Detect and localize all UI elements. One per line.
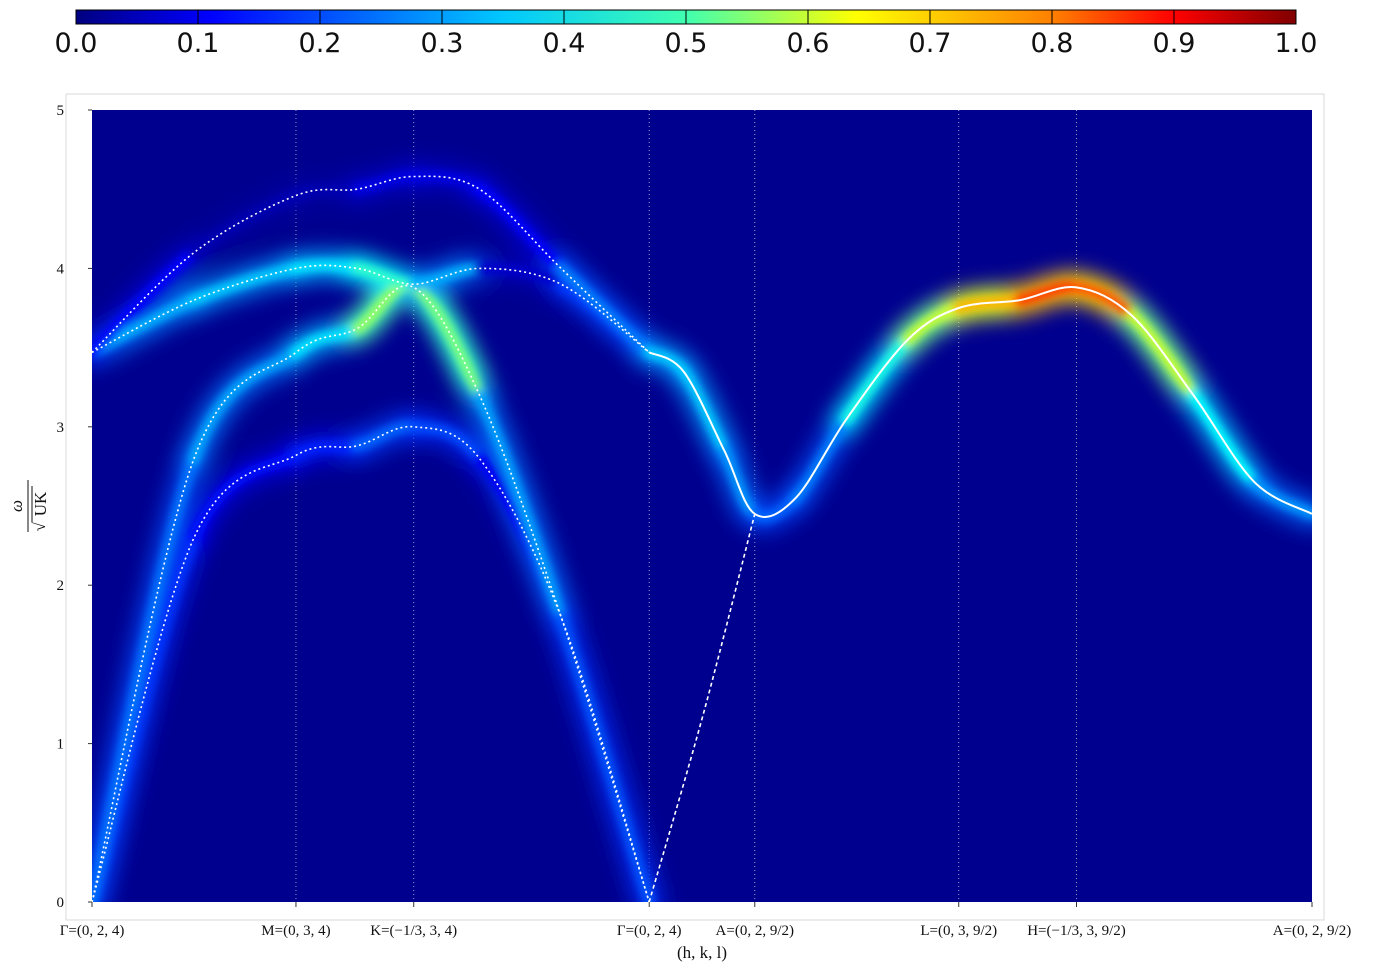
x-tick-label: A=(0, 2, 9/2): [1273, 923, 1351, 939]
intensity-core: [188, 449, 302, 544]
colorbar-tick-label: 0.9: [1153, 28, 1196, 59]
colorbar-tick-label: 0.0: [55, 28, 98, 59]
x-tick-label: Γ=(0, 2, 4): [60, 923, 125, 939]
y-axis-ticks: 0 1 2 3 4 5: [57, 103, 92, 911]
colorbar-tick-label: 0.1: [177, 28, 220, 59]
dispersion-curve: [648, 286, 1312, 518]
x-axis-ticks: Γ=(0, 2, 4) M=(0, 3, 4) K=(−1/3, 3, 4) Γ=(0…: [60, 902, 1351, 939]
heatmap-background: [92, 110, 1312, 902]
y-axis-label-numerator: ω: [7, 500, 26, 512]
y-tick-label: 2: [57, 578, 65, 594]
intensity-core: [407, 262, 486, 291]
colorbar-tick-label: 1.0: [1275, 28, 1318, 59]
x-tick-label: K=(−1/3, 3, 4): [370, 923, 457, 939]
colorbar-tick-label: 0.2: [299, 28, 342, 59]
colorbar-tick-label: 0.5: [665, 28, 708, 59]
colorbar-tick-label: 0.3: [421, 28, 464, 59]
y-tick-label: 0: [57, 895, 65, 911]
y-axis-label: ω √ UK: [7, 480, 50, 532]
colorbar-dividers: [197, 10, 1175, 24]
x-tick-label: Γ=(0, 2, 4): [617, 923, 682, 939]
colorbar: 0.0 0.1 0.2 0.3 0.4 0.5 0.6 0.7 0.8 0.9 1.0: [55, 9, 1318, 59]
dispersion-curve: [648, 513, 756, 902]
y-tick-label: 1: [57, 737, 65, 753]
x-tick-label: L=(0, 3, 9/2): [920, 923, 997, 939]
x-tick-label: A=(0, 2, 9/2): [716, 923, 794, 939]
colorbar-tick-labels: 0.0 0.1 0.2 0.3 0.4 0.5 0.6 0.7 0.8 0.9 1.0: [55, 28, 1318, 59]
colorbar-tick-label: 0.4: [543, 28, 586, 59]
dispersion-curves: [92, 175, 1312, 902]
x-axis-label: (h, k, l): [677, 943, 727, 962]
colorbar-tick-label: 0.6: [787, 28, 830, 59]
high-symmetry-gridlines: [295, 110, 1077, 902]
colorbar-tick-label: 0.8: [1031, 28, 1074, 59]
intensity-core: [473, 262, 568, 291]
y-tick-label: 5: [57, 103, 65, 119]
colorbar-tick-label: 0.7: [909, 28, 952, 59]
dispersion-curve: [92, 175, 650, 353]
x-tick-label: M=(0, 3, 4): [261, 923, 330, 939]
x-tick-label: H=(−1/3, 3, 9/2): [1027, 923, 1126, 939]
y-axis-label-denominator: UK: [31, 491, 50, 516]
y-tick-label: 4: [57, 261, 65, 277]
y-tick-label: 3: [57, 420, 65, 436]
y-axis-label-sqrt-sign: √: [30, 521, 49, 531]
intensity-core: [473, 389, 568, 623]
plot-area: [92, 110, 1312, 902]
